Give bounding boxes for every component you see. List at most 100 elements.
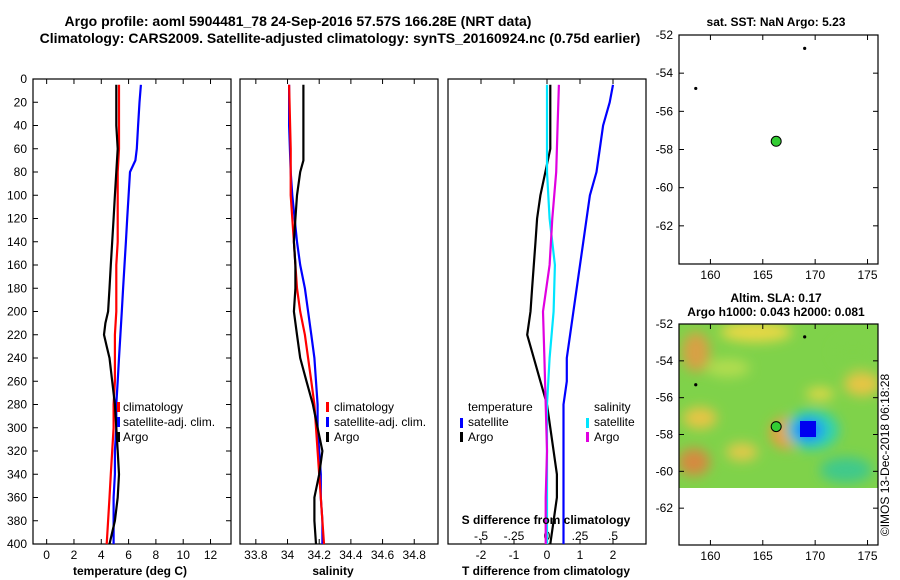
sla-blob [706, 359, 750, 377]
legend-label: Argo [594, 430, 620, 444]
series-line-climatology [288, 84, 326, 545]
figure-title-line2: Climatology: CARS2009. Satellite-adjuste… [40, 30, 641, 46]
legend-swatch-climatology [117, 402, 120, 412]
difference-legend-salinity: salinity satellite Argo [586, 400, 635, 444]
y-tick-label: -62 [656, 501, 674, 515]
difference-xlabel: T difference from climatology [462, 564, 630, 578]
y-tick-label: 260 [7, 374, 27, 388]
legend-heading: temperature [468, 400, 533, 414]
x-tick-label: -1 [509, 548, 520, 562]
temperature-panel: 0204060801001201401601802002202402602803… [7, 72, 232, 562]
legend-swatch-satellite [326, 417, 329, 427]
salinity-axes-frame [239, 78, 439, 545]
sla-blob [679, 448, 710, 476]
y-tick-label: 280 [7, 398, 27, 412]
y-tick-label: 240 [7, 351, 27, 365]
x-tick-label: 165 [753, 268, 773, 282]
x-tick-label: 10 [177, 548, 191, 562]
credit-label: ©IMOS 13-Dec-2018 06:18:28 [878, 374, 892, 537]
salinity-xlabel: salinity [312, 564, 354, 578]
argo-position-marker [770, 421, 782, 433]
salinity-legend: climatology satellite-adj. clim. Argo [326, 400, 426, 444]
argo-position-marker [770, 135, 782, 147]
legend-label: satellite [594, 415, 635, 429]
legend-swatch-t-argo [460, 432, 463, 442]
x-tick-label: 0 [544, 548, 551, 562]
series-line-argo [526, 84, 559, 545]
x-tick-label: 170 [805, 268, 825, 282]
legend-label: climatology [123, 400, 183, 414]
sla-minimum-core [800, 421, 816, 437]
y-tick-label: -62 [656, 219, 674, 233]
sla-blob [682, 332, 710, 372]
sla-heatmap-field [679, 324, 878, 488]
series-line-satellite [562, 84, 615, 544]
legend-label: satellite-adj. clim. [334, 415, 426, 429]
y-tick-label: -54 [656, 354, 674, 368]
sst-map-title: sat. SST: NaN Argo: 5.23 [707, 15, 846, 29]
y-tick-label: 200 [7, 305, 27, 319]
series-line-satellite [112, 84, 142, 544]
series-line-argo [102, 84, 121, 545]
x-tick-label: 2 [71, 548, 78, 562]
y-tick-label: 360 [7, 491, 27, 505]
x-tick-label: 175 [858, 268, 878, 282]
y-tick-label: -60 [656, 181, 674, 195]
legend-swatch-satellite [117, 417, 120, 427]
y-tick-label: -58 [656, 143, 674, 157]
legend-swatch-climatology [326, 402, 329, 412]
y-tick-label: 40 [14, 119, 28, 133]
y-tick-label: 140 [7, 235, 27, 249]
sla-map-title-line1: Altim. SLA: 0.17 [730, 291, 822, 305]
y-tick-label: 160 [7, 258, 27, 272]
x-tick-label: 160 [700, 268, 720, 282]
y-tick-label: 400 [7, 537, 27, 551]
x-tick-label-s: -.25 [504, 529, 525, 543]
y-tick-label: -60 [656, 464, 674, 478]
x-tick-label: 175 [858, 549, 878, 563]
series-line-sal_argo [541, 84, 560, 544]
legend-label: satellite [468, 415, 509, 429]
x-tick-label-s: -.5 [474, 529, 488, 543]
x-tick-label: 34.4 [339, 548, 363, 562]
map-speck [694, 86, 698, 91]
series-line-climatology [105, 84, 121, 545]
y-tick-label: -52 [656, 28, 674, 42]
x-tick-label: -2 [476, 548, 487, 562]
y-tick-label: 340 [7, 467, 27, 481]
y-tick-label: 80 [14, 165, 28, 179]
x-tick-label: 34.8 [403, 548, 427, 562]
y-tick-label: 300 [7, 421, 27, 435]
y-tick-label: 0 [20, 72, 27, 86]
x-tick-label: 12 [204, 548, 218, 562]
series-line-satellite [288, 84, 324, 544]
y-tick-label: 380 [7, 514, 27, 528]
legend-swatch-argo [326, 432, 329, 442]
series-line-argo [292, 84, 324, 545]
y-tick-label: 60 [14, 142, 28, 156]
x-tick-label: 33.8 [244, 548, 268, 562]
legend-label: satellite-adj. clim. [123, 415, 215, 429]
figure-title-line1: Argo profile: aoml 5904481_78 24-Sep-201… [65, 13, 532, 29]
legend-swatch-s-argo [586, 432, 589, 442]
temperature-legend: climatology satellite-adj. clim. Argo [117, 400, 215, 444]
x-tick-label: 1 [577, 548, 584, 562]
y-tick-label: 20 [14, 95, 28, 109]
sla-blob [806, 388, 834, 400]
y-tick-label: 100 [7, 188, 27, 202]
y-tick-label: 220 [7, 328, 27, 342]
x-tick-label: 2 [610, 548, 617, 562]
legend-swatch-s-satellite [586, 418, 589, 428]
sla-blob [720, 324, 792, 342]
sst-map-panel: -52 -54 -56 -58 -60 -62 160 165 170 175 [656, 28, 879, 282]
sla-blob [833, 339, 873, 365]
x-tick-label: 34.6 [371, 548, 395, 562]
legend-label: Argo [468, 430, 494, 444]
y-tick-label: 320 [7, 444, 27, 458]
map-speck [694, 383, 698, 387]
difference-panel: -2 -1 0 1 2-.5 -.25 0.25.5 [447, 78, 647, 562]
difference-legend-temperature: temperature satellite Argo [460, 400, 533, 444]
x-tick-label: 160 [700, 549, 720, 563]
y-tick-label: -52 [656, 317, 674, 331]
